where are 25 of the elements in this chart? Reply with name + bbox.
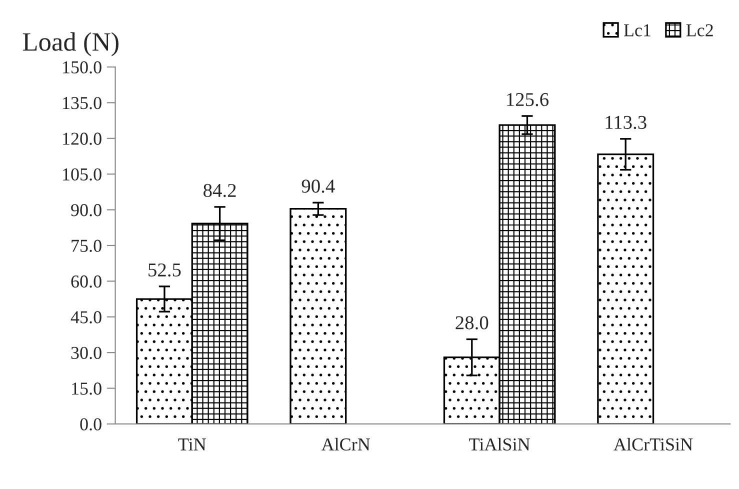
data-label: 90.4 bbox=[302, 180, 335, 193]
data-label: 28.0 bbox=[456, 316, 488, 330]
y-tick-label: 0.0 bbox=[80, 418, 102, 430]
legend-label: Lc1 bbox=[624, 24, 650, 36]
y-tick-label: 90.0 bbox=[71, 204, 102, 216]
legend-label: Lc2 bbox=[686, 24, 713, 36]
x-tick-label: TiAlSiN bbox=[469, 438, 530, 451]
x-tick-label: AlCrTiSiN bbox=[614, 438, 693, 451]
y-tick-label: 15.0 bbox=[72, 382, 102, 395]
data-label: 52.5 bbox=[148, 263, 181, 277]
y-axis-title: Load (N) bbox=[22, 32, 118, 56]
y-tick-label: 75.0 bbox=[72, 240, 102, 252]
y-tick-label: 45.0 bbox=[70, 311, 102, 324]
data-label: 84.2 bbox=[204, 184, 236, 198]
y-tick-label: 135.0 bbox=[63, 96, 102, 110]
y-tick-label: 60.0 bbox=[71, 275, 102, 288]
y-tick-label: 30.0 bbox=[71, 346, 102, 360]
y-tick-label: 105.0 bbox=[63, 168, 102, 181]
x-tick-label: AlCrN bbox=[321, 438, 370, 451]
data-label: 125.6 bbox=[507, 93, 549, 106]
bar bbox=[290, 208, 347, 424]
x-tick-label: TiN bbox=[178, 438, 206, 450]
data-label: 113.3 bbox=[606, 116, 646, 130]
y-tick-label: 150.0 bbox=[63, 61, 102, 74]
y-tick-label: 120.0 bbox=[63, 132, 102, 145]
